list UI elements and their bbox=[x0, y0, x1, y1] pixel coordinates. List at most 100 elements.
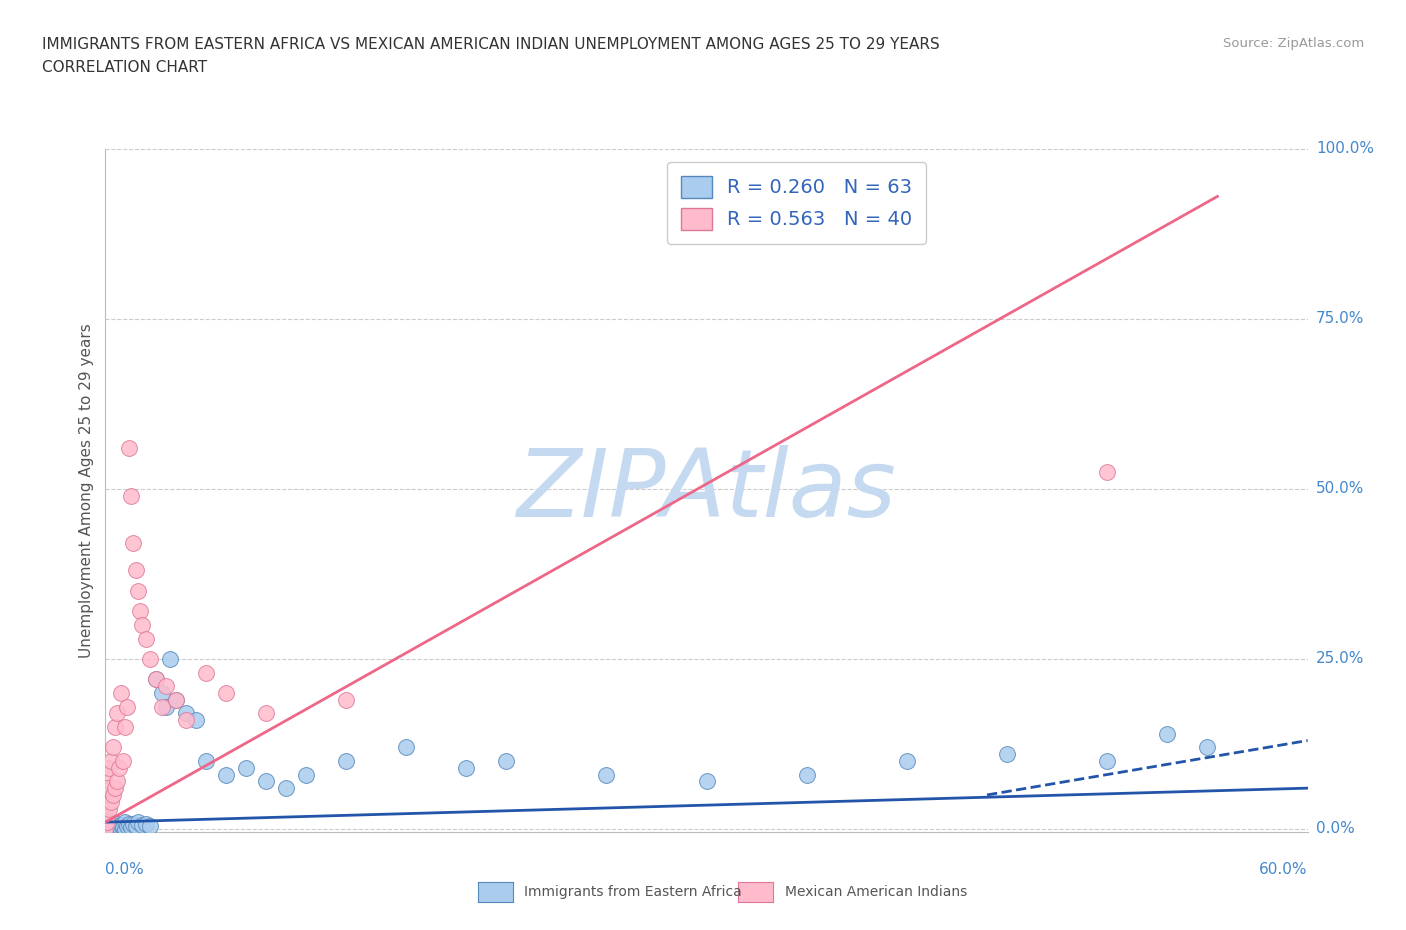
Point bbox=[114, 815, 136, 830]
Point bbox=[335, 753, 357, 768]
Point bbox=[108, 818, 131, 833]
Point bbox=[896, 753, 918, 768]
Point bbox=[94, 820, 117, 835]
Point bbox=[138, 652, 160, 667]
Point bbox=[114, 720, 136, 735]
Point bbox=[121, 819, 143, 834]
Point bbox=[127, 583, 149, 598]
Point bbox=[121, 488, 143, 503]
Point bbox=[107, 820, 129, 835]
Text: 60.0%: 60.0% bbox=[1260, 862, 1308, 877]
Point bbox=[96, 780, 118, 795]
Point bbox=[131, 618, 153, 632]
Point bbox=[94, 808, 117, 823]
Point bbox=[94, 767, 117, 782]
Point bbox=[96, 819, 118, 834]
Point bbox=[103, 816, 125, 830]
Point bbox=[155, 679, 177, 694]
Point bbox=[107, 816, 129, 830]
Point bbox=[96, 815, 118, 830]
Point bbox=[174, 712, 197, 727]
Point bbox=[159, 652, 181, 667]
Point bbox=[995, 747, 1018, 762]
Point bbox=[122, 536, 145, 551]
Point bbox=[118, 816, 141, 830]
Text: Source: ZipAtlas.com: Source: ZipAtlas.com bbox=[1223, 37, 1364, 50]
Point bbox=[150, 685, 173, 700]
Text: 100.0%: 100.0% bbox=[1316, 141, 1374, 156]
Text: 75.0%: 75.0% bbox=[1316, 312, 1364, 326]
Text: IMMIGRANTS FROM EASTERN AFRICA VS MEXICAN AMERICAN INDIAN UNEMPLOYMENT AMONG AGE: IMMIGRANTS FROM EASTERN AFRICA VS MEXICA… bbox=[42, 37, 941, 52]
Point bbox=[107, 774, 129, 789]
Point bbox=[454, 761, 477, 776]
Legend: R = 0.260   N = 63, R = 0.563   N = 40: R = 0.260 N = 63, R = 0.563 N = 40 bbox=[668, 162, 927, 244]
Point bbox=[96, 816, 118, 830]
Point bbox=[108, 761, 131, 776]
Point bbox=[110, 817, 132, 832]
Point bbox=[94, 788, 117, 803]
Point bbox=[98, 801, 121, 816]
Point bbox=[145, 671, 167, 686]
Point bbox=[194, 753, 217, 768]
Point bbox=[94, 821, 117, 836]
Point bbox=[94, 821, 117, 836]
Point bbox=[174, 706, 197, 721]
Point bbox=[138, 818, 160, 833]
Point bbox=[94, 821, 117, 836]
Text: 0.0%: 0.0% bbox=[105, 862, 145, 877]
Point bbox=[165, 692, 187, 707]
Point bbox=[335, 692, 357, 707]
Point bbox=[94, 811, 117, 826]
Text: CORRELATION CHART: CORRELATION CHART bbox=[42, 60, 207, 75]
Point bbox=[94, 816, 117, 830]
Point bbox=[194, 665, 217, 680]
Point bbox=[214, 685, 236, 700]
Point bbox=[118, 441, 141, 456]
Text: 25.0%: 25.0% bbox=[1316, 651, 1364, 667]
Point bbox=[1197, 740, 1219, 755]
Point bbox=[94, 815, 117, 830]
Point bbox=[96, 821, 118, 836]
Point bbox=[98, 815, 121, 830]
Point bbox=[104, 720, 127, 735]
Point bbox=[100, 794, 122, 809]
Point bbox=[165, 692, 187, 707]
Point bbox=[254, 774, 277, 789]
Point bbox=[94, 817, 117, 832]
Text: 0.0%: 0.0% bbox=[1316, 821, 1354, 836]
Point bbox=[94, 814, 117, 829]
Point bbox=[254, 706, 277, 721]
Point bbox=[124, 563, 146, 578]
Point bbox=[1097, 464, 1119, 479]
Point bbox=[100, 821, 122, 836]
Point bbox=[104, 780, 127, 795]
Point bbox=[295, 767, 318, 782]
Text: Immigrants from Eastern Africa: Immigrants from Eastern Africa bbox=[524, 884, 742, 899]
Point bbox=[135, 631, 157, 646]
Point bbox=[184, 712, 207, 727]
Point bbox=[696, 774, 718, 789]
Point bbox=[104, 821, 127, 836]
Point bbox=[495, 753, 517, 768]
Point bbox=[1156, 726, 1178, 741]
Y-axis label: Unemployment Among Ages 25 to 29 years: Unemployment Among Ages 25 to 29 years bbox=[79, 324, 94, 658]
Point bbox=[124, 818, 146, 833]
Point bbox=[104, 818, 127, 833]
Point bbox=[1097, 753, 1119, 768]
Point bbox=[122, 817, 145, 831]
Point bbox=[155, 699, 177, 714]
Point bbox=[145, 671, 167, 686]
Point bbox=[103, 820, 125, 835]
Point bbox=[131, 817, 153, 832]
Point bbox=[595, 767, 617, 782]
Point bbox=[112, 819, 135, 834]
Point bbox=[796, 767, 818, 782]
Point bbox=[112, 753, 135, 768]
Point bbox=[103, 740, 125, 755]
Point bbox=[114, 821, 136, 836]
Point bbox=[98, 818, 121, 833]
Point bbox=[150, 699, 173, 714]
Point bbox=[395, 740, 418, 755]
Point bbox=[94, 818, 117, 833]
Point bbox=[135, 816, 157, 830]
